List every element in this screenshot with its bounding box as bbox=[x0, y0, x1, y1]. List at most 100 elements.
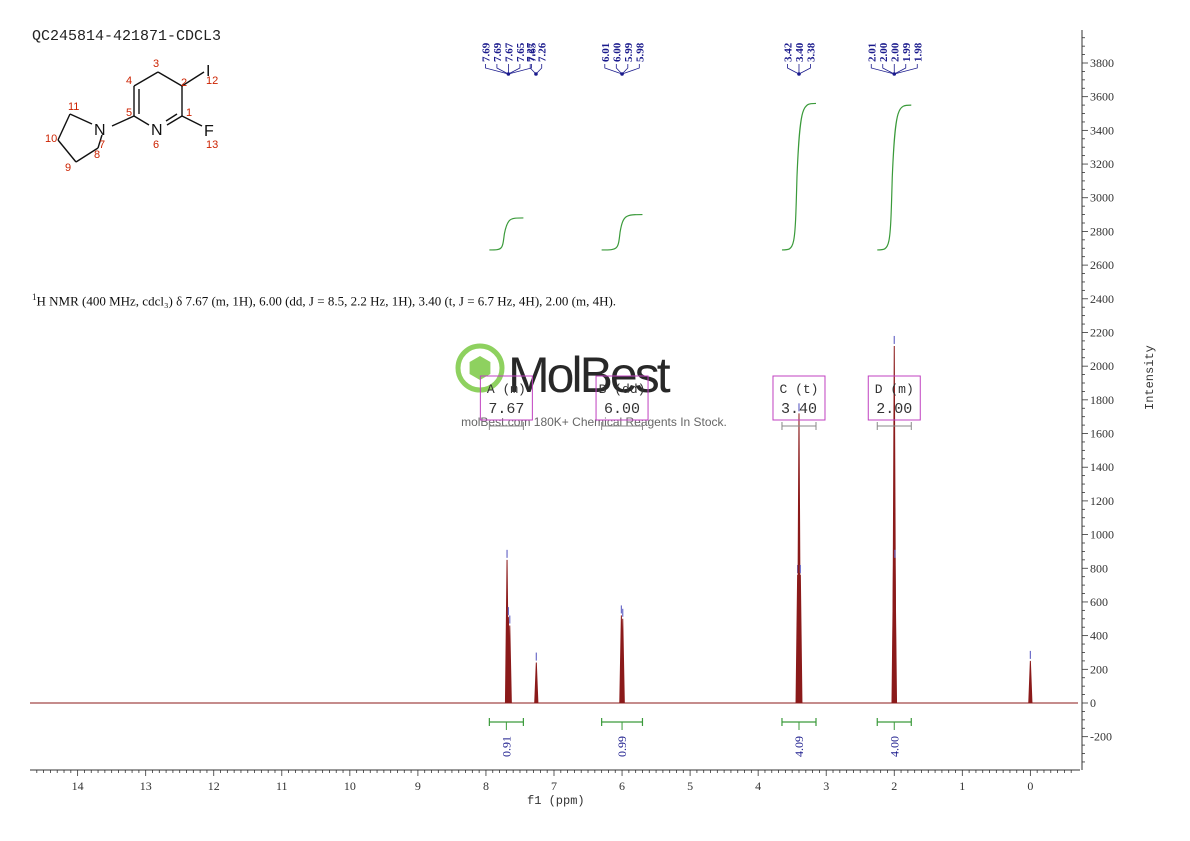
peak-shift-label: 2.01 bbox=[866, 43, 878, 62]
peak-shift-label: 7.65 bbox=[526, 42, 538, 62]
y-tick-label: 2600 bbox=[1090, 258, 1114, 272]
multiplet-label: A (m) bbox=[487, 382, 526, 397]
peak-shift-label: 1.99 bbox=[901, 42, 913, 62]
multiplet-box bbox=[772, 375, 826, 421]
spectrum-peak bbox=[534, 662, 539, 704]
x-tick-label: 9 bbox=[415, 779, 421, 793]
peak-label-leader bbox=[621, 64, 640, 75]
atom-number: 12 bbox=[206, 75, 218, 87]
y-tick-label: 400 bbox=[1090, 629, 1108, 643]
multiplet-shift: 3.40 bbox=[781, 401, 817, 418]
atom-number: 5 bbox=[126, 107, 132, 119]
watermark-tagline: molBest.com 180K+ Chemical Reagents In S… bbox=[461, 415, 727, 429]
peak-shift-label: 1.98 bbox=[912, 42, 924, 62]
peak-label-leader bbox=[508, 64, 532, 75]
y-tick-label: 2000 bbox=[1090, 359, 1114, 373]
y-tick-label: 2800 bbox=[1090, 224, 1114, 238]
atom-number: 6 bbox=[153, 139, 159, 151]
spectrum-peak bbox=[892, 559, 898, 704]
integral-curve bbox=[601, 213, 643, 251]
atom-number: 8 bbox=[94, 149, 100, 161]
atom-i: I bbox=[206, 63, 210, 80]
peak-label-leader bbox=[882, 64, 895, 75]
peak-label-leader bbox=[870, 64, 895, 75]
y-tick-label: 1400 bbox=[1090, 460, 1114, 474]
nucleus-superscript: 1 bbox=[32, 292, 37, 302]
multiplet-shift: 7.67 bbox=[488, 401, 524, 418]
integral-curve bbox=[781, 102, 817, 251]
bond bbox=[111, 115, 135, 127]
bond bbox=[181, 115, 203, 127]
multiplet-shift: 6.00 bbox=[604, 401, 640, 418]
x-tick-label: 6 bbox=[619, 779, 625, 793]
multiplet-label: D (m) bbox=[875, 382, 914, 397]
x-tick-label: 12 bbox=[208, 779, 220, 793]
watermark-brand: MolBest bbox=[508, 347, 671, 403]
x-tick-label: 4 bbox=[755, 779, 761, 793]
integral-value: 4.00 bbox=[887, 736, 901, 757]
y-tick-label: 3800 bbox=[1090, 56, 1114, 70]
peak-shift-label: 7.69 bbox=[492, 42, 504, 62]
peak-shift-label: 3.42 bbox=[782, 42, 794, 62]
peak-shift-label: 2.00 bbox=[889, 42, 901, 62]
atom-number: 2 bbox=[181, 77, 187, 89]
peak-label-leader bbox=[894, 64, 907, 75]
peak-label-leader bbox=[894, 64, 918, 75]
atom-f: F bbox=[204, 123, 214, 140]
bond bbox=[97, 134, 103, 149]
bond bbox=[133, 71, 159, 87]
y-axis-label: Intensity bbox=[1143, 345, 1157, 410]
y-tick-label: 1800 bbox=[1090, 393, 1114, 407]
y-tick-label: 1000 bbox=[1090, 528, 1114, 542]
bond bbox=[157, 71, 183, 87]
peak-shift-label: 7.27 bbox=[525, 42, 537, 62]
nmr-summary-text: H NMR (400 MHz, cdcl₃) δ 7.67 (m, 1H), 6… bbox=[36, 293, 617, 309]
integral-value: 0.91 bbox=[499, 736, 513, 757]
chemical-structure: N N I F 1 2 3 4 5 6 7 8 9 10 11 12 13 bbox=[45, 58, 218, 174]
bond bbox=[57, 113, 71, 141]
atom-number: 4 bbox=[126, 75, 132, 87]
x-axis-label: f1 (ppm) bbox=[527, 794, 585, 808]
peak-label-leader bbox=[529, 64, 537, 75]
y-tick-label: 2400 bbox=[1090, 292, 1114, 306]
atom-n6: N bbox=[151, 122, 163, 139]
y-tick-label: 800 bbox=[1090, 561, 1108, 575]
spectrum-peak bbox=[507, 625, 512, 704]
integral-curve bbox=[489, 217, 524, 251]
bond bbox=[181, 71, 205, 87]
integral-value: 0.99 bbox=[615, 736, 629, 757]
y-tick-label: -200 bbox=[1090, 730, 1112, 744]
atom-number: 3 bbox=[153, 58, 159, 70]
atom-number: 11 bbox=[68, 101, 79, 113]
bond bbox=[69, 113, 93, 125]
bond bbox=[75, 147, 99, 163]
peak-shift-label: 5.99 bbox=[623, 42, 635, 62]
peak-label-anchor bbox=[797, 72, 801, 76]
peak-shift-label: 2.00 bbox=[878, 42, 890, 62]
bond bbox=[166, 115, 183, 126]
y-tick-label: 3000 bbox=[1090, 191, 1114, 205]
peak-label-leader bbox=[508, 64, 521, 75]
x-tick-label: 3 bbox=[823, 779, 829, 793]
y-tick-label: 3200 bbox=[1090, 157, 1114, 171]
bond bbox=[57, 139, 77, 163]
integral-curve bbox=[877, 104, 912, 251]
spectrum-peak bbox=[1028, 660, 1033, 704]
x-tick-label: 11 bbox=[276, 779, 288, 793]
y-tick-label: 3400 bbox=[1090, 123, 1114, 137]
sample-id: QC245814-421871-CDCL3 bbox=[32, 28, 222, 45]
peak-label-leader bbox=[621, 64, 629, 75]
peak-label-leader bbox=[535, 64, 543, 75]
peak-label-leader bbox=[787, 64, 800, 75]
x-tick-label: 1 bbox=[959, 779, 965, 793]
peak-label-leader bbox=[798, 64, 811, 75]
multiplet-label: C (t) bbox=[779, 382, 818, 397]
y-tick-label: 1600 bbox=[1090, 427, 1114, 441]
peak-shift-label: 3.38 bbox=[805, 42, 817, 62]
x-tick-label: 14 bbox=[72, 779, 84, 793]
peak-shift-label: 5.98 bbox=[634, 42, 646, 62]
y-tick-label: 600 bbox=[1090, 595, 1108, 609]
integral-value: 4.09 bbox=[792, 736, 806, 757]
